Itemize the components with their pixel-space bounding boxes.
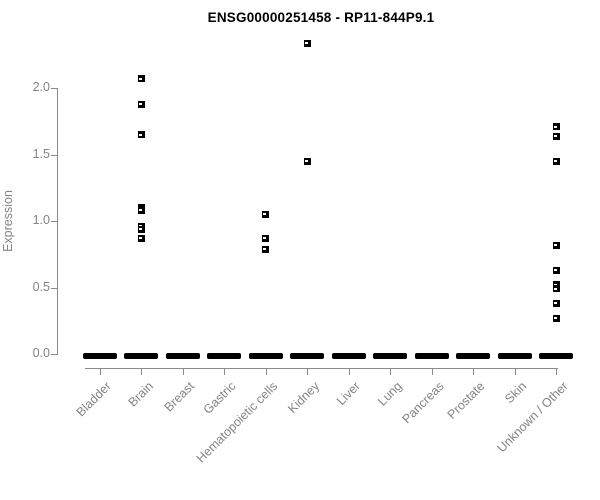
data-point	[303, 157, 311, 165]
x-category-label: Breast	[161, 379, 198, 415]
zero-expression-cluster	[331, 353, 366, 359]
x-category-label: Bladder	[74, 379, 115, 420]
data-point	[262, 210, 269, 218]
x-axis-tick	[514, 368, 516, 375]
data-point	[262, 234, 269, 242]
data-point	[552, 281, 560, 289]
zero-expression-cluster	[248, 353, 283, 359]
data-point	[303, 39, 311, 47]
x-category-label: Brain	[125, 379, 156, 410]
zero-expression-cluster	[124, 353, 158, 359]
data-point	[552, 285, 560, 293]
data-point	[552, 123, 560, 131]
data-point	[552, 241, 560, 249]
data-point	[552, 266, 560, 274]
chart-title: ENSG00000251458 - RP11-844P9.1	[207, 10, 435, 25]
zero-expression-cluster	[539, 353, 573, 359]
data-point	[552, 132, 560, 140]
zero-expression-cluster	[456, 353, 490, 359]
x-category-label: Skin	[502, 379, 530, 407]
zero-expression-cluster	[207, 353, 241, 359]
zero-expression-cluster	[290, 353, 324, 359]
x-axis-tick	[99, 368, 101, 375]
data-point	[262, 245, 269, 253]
y-tick-label: 0.5	[32, 279, 50, 294]
data-point	[137, 131, 145, 139]
y-tick-label: 2.0	[32, 80, 50, 95]
data-point	[137, 206, 145, 214]
zero-expression-cluster	[373, 353, 407, 359]
y-tick-label: 1.0	[32, 213, 50, 228]
y-tick-label: 1.5	[32, 146, 50, 161]
x-axis-tick	[556, 368, 557, 375]
data-point	[137, 234, 145, 242]
data-point	[137, 225, 145, 233]
data-point	[552, 157, 560, 165]
zero-expression-cluster	[497, 353, 532, 359]
x-axis-tick	[307, 368, 308, 375]
zero-expression-cluster	[414, 353, 449, 359]
data-point	[552, 314, 560, 322]
zero-expression-cluster	[82, 353, 117, 359]
data-point	[137, 100, 145, 108]
x-category-label: Kidney	[284, 379, 322, 416]
y-axis-tick	[51, 287, 57, 289]
x-axis-tick	[390, 368, 391, 375]
x-axis-line	[85, 368, 558, 369]
y-axis-line	[57, 88, 58, 355]
x-category-label: Hematopoietic cells	[193, 379, 281, 466]
x-axis-tick	[348, 368, 350, 375]
x-category-label: Gastric	[201, 379, 239, 417]
y-tick-label: 0.0	[32, 346, 50, 360]
x-category-label: Lung	[375, 379, 405, 409]
y-axis-tick	[51, 154, 57, 156]
y-axis-tick	[51, 354, 57, 355]
data-point	[137, 75, 145, 83]
x-axis-tick	[224, 368, 225, 375]
y-axis-tick	[51, 88, 57, 90]
data-point	[552, 299, 560, 307]
x-axis-tick	[473, 368, 474, 375]
x-axis-tick	[265, 368, 267, 375]
x-category-label: Pancreas	[399, 379, 447, 427]
x-category-label: Prostate	[445, 379, 488, 422]
x-axis-tick	[141, 368, 142, 375]
y-axis-tick	[51, 221, 57, 223]
x-category-label: Liver	[334, 379, 364, 409]
zero-expression-cluster	[165, 353, 200, 359]
x-axis-tick	[431, 368, 433, 375]
x-axis-tick	[182, 368, 184, 375]
